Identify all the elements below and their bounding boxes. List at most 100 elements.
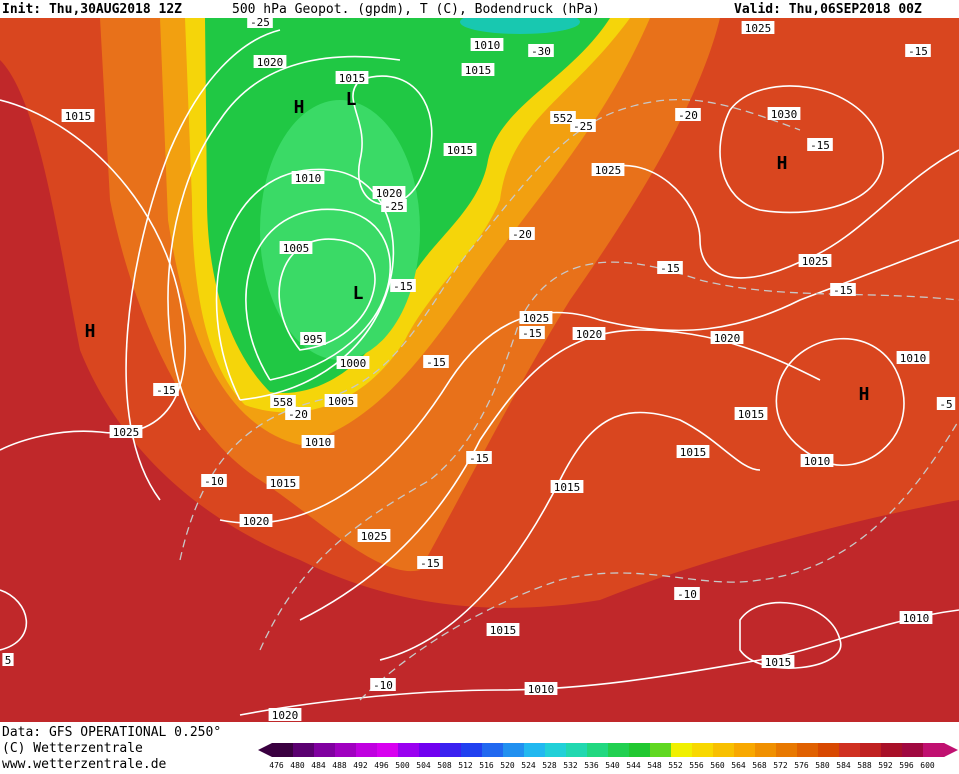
colorbar-label: 564 xyxy=(731,761,746,770)
pressure-center: H xyxy=(85,321,96,342)
label-box xyxy=(291,171,325,184)
temperature-label: -15 xyxy=(810,139,830,152)
colorbar-swatch xyxy=(356,743,378,757)
colorbar-arrow-left xyxy=(258,743,272,757)
label-box xyxy=(524,682,558,695)
colorbar-label: 584 xyxy=(836,761,851,770)
pressure-label: 1015 xyxy=(765,656,792,669)
temperature-label: -10 xyxy=(373,679,393,692)
label-box xyxy=(372,186,406,199)
temperature-label: -10 xyxy=(204,475,224,488)
pressure-label: 1025 xyxy=(802,255,829,268)
temperature-label: -15 xyxy=(426,356,446,369)
pressure-center: L xyxy=(353,283,364,304)
label-box xyxy=(466,451,492,464)
pressure-label: 5 xyxy=(5,654,12,667)
label-box xyxy=(761,655,795,668)
label-box xyxy=(905,44,931,57)
label-box xyxy=(153,383,179,396)
label-box xyxy=(509,227,535,240)
temperature-label: -25 xyxy=(573,120,593,133)
colorbar-label: 572 xyxy=(773,761,788,770)
label-box xyxy=(519,326,545,339)
colorbar-label: 532 xyxy=(563,761,578,770)
colorbar-label: 488 xyxy=(332,761,347,770)
colorbar-label: 580 xyxy=(815,761,830,770)
colorbar-label: 504 xyxy=(416,761,431,770)
colorbar-swatch xyxy=(671,743,693,757)
temperature-label: -5 xyxy=(939,398,952,411)
label-box xyxy=(461,63,495,76)
pressure-label: 1010 xyxy=(903,612,930,625)
pressure-label: 1020 xyxy=(714,332,741,345)
label-box xyxy=(2,653,14,666)
colorbar-label: 524 xyxy=(521,761,536,770)
label-box xyxy=(519,311,553,324)
temperature-label: -15 xyxy=(660,262,680,275)
label-box xyxy=(390,279,416,292)
colorbar-swatch xyxy=(566,743,588,757)
label-box xyxy=(324,394,358,407)
colorbar-label: 492 xyxy=(353,761,368,770)
label-box xyxy=(370,678,396,691)
pressure-label: 1020 xyxy=(272,709,299,722)
colorbar-swatch xyxy=(398,743,420,757)
pressure-center: H xyxy=(859,384,870,405)
colorbar-label: 548 xyxy=(647,761,662,770)
colorbar-label: 484 xyxy=(311,761,326,770)
colorbar-swatch xyxy=(839,743,861,757)
temperature-label: -15 xyxy=(393,280,413,293)
copyright: (C) Wetterzentrale xyxy=(2,741,143,756)
colorbar-swatch xyxy=(776,743,798,757)
pressure-label: 1020 xyxy=(376,187,403,200)
colorbar-label: 592 xyxy=(878,761,893,770)
temperature-label: -25 xyxy=(250,16,270,29)
url: www.wetterzentrale.de xyxy=(2,757,167,770)
colorbar-swatch xyxy=(650,743,672,757)
colorbar-swatch xyxy=(797,743,819,757)
colorbar-label: 500 xyxy=(395,761,410,770)
pressure-label: 1015 xyxy=(65,110,92,123)
pressure-label: 1010 xyxy=(305,436,332,449)
temperature-label: -20 xyxy=(288,408,308,421)
label-box xyxy=(268,708,302,721)
pressure-label: 1005 xyxy=(328,395,355,408)
colorbar-label: 476 xyxy=(269,761,284,770)
colorbar-label: 516 xyxy=(479,761,494,770)
temperature-label: -15 xyxy=(522,327,542,340)
colorbar-arrow-right xyxy=(944,743,958,757)
pressure-label: 1025 xyxy=(745,22,772,35)
pressure-center: H xyxy=(294,97,305,118)
pressure-label: 1015 xyxy=(738,408,765,421)
label-box xyxy=(335,71,369,84)
label-box xyxy=(570,119,596,132)
label-box xyxy=(936,397,956,410)
colorbar: 476 480 484 488 492 496 500 504 508 512 516 520 524 5… xyxy=(258,743,958,770)
temperature-label: -15 xyxy=(908,45,928,58)
colorbar-label: 508 xyxy=(437,761,452,770)
colorbar-swatch xyxy=(608,743,630,757)
pressure-label: 1025 xyxy=(361,530,388,543)
pressure-label: 558 xyxy=(273,396,293,409)
pressure-label: 1010 xyxy=(804,455,831,468)
colorbar-swatch xyxy=(545,743,567,757)
colorbar-swatch xyxy=(335,743,357,757)
label-box xyxy=(109,425,143,438)
label-box xyxy=(591,163,625,176)
temperature-label: -15 xyxy=(420,557,440,570)
label-box xyxy=(896,351,930,364)
colorbar-swatch xyxy=(734,743,756,757)
pressure-label: 1015 xyxy=(554,481,581,494)
temperature-label: -25 xyxy=(384,200,404,213)
label-box xyxy=(657,261,683,274)
label-box xyxy=(674,587,700,600)
pressure-label: 1010 xyxy=(900,352,927,365)
pressure-label: 995 xyxy=(303,333,323,346)
label-box xyxy=(710,331,744,344)
pressure-center: L xyxy=(346,89,357,110)
isotherms xyxy=(179,98,959,701)
label-box xyxy=(807,138,833,151)
label-box xyxy=(899,611,933,624)
colorbar-swatch xyxy=(587,743,609,757)
